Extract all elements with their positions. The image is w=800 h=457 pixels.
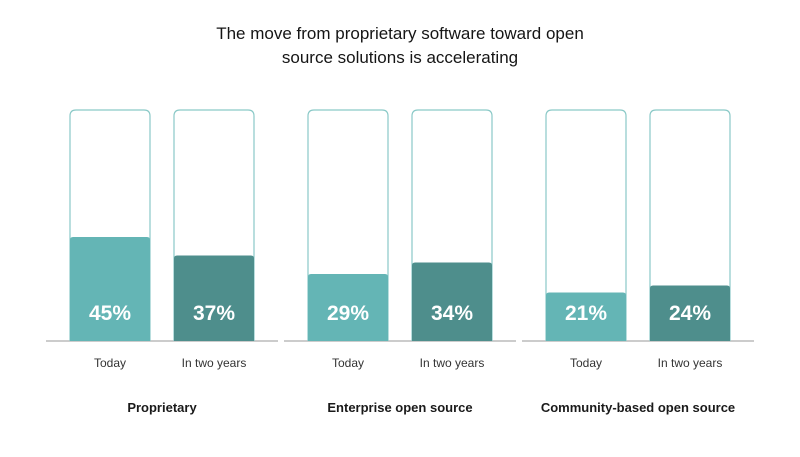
value-label: 21%: [565, 302, 607, 325]
value-label: 37%: [193, 302, 235, 325]
chart-title-line-2: source solutions is accelerating: [281, 48, 519, 67]
category-label: In two years: [182, 356, 247, 370]
bar-proprietary-1: [174, 255, 254, 341]
bar-outline: [307, 109, 389, 341]
category-label: Today: [94, 356, 126, 370]
group-label: Enterprise open source: [327, 400, 472, 415]
bar-enterprise-open-source-1: [412, 262, 492, 341]
category-label: Today: [332, 356, 364, 370]
bar-outline: [649, 109, 731, 341]
value-label: 24%: [669, 302, 711, 325]
bar-community-based-open-source-0: [546, 292, 626, 341]
value-label: 29%: [327, 302, 369, 325]
group-label: Proprietary: [127, 400, 197, 415]
bar-enterprise-open-source-0: [308, 274, 388, 341]
value-label: 34%: [431, 302, 473, 325]
bar-outline: [173, 109, 255, 341]
chart-title-line-1: The move from proprietary software towar…: [216, 24, 584, 43]
bar-outline: [411, 109, 493, 341]
category-label: In two years: [658, 356, 723, 370]
category-label: In two years: [420, 356, 485, 370]
value-label: 45%: [89, 302, 131, 325]
bar-community-based-open-source-1: [650, 285, 730, 341]
bar-proprietary-0: [70, 237, 150, 341]
chart-title: The move from proprietary software towar…: [0, 22, 800, 70]
group-label: Community-based open source: [541, 400, 735, 415]
category-label: Today: [570, 356, 602, 370]
bar-outline: [545, 109, 627, 341]
bar-outline: [69, 109, 151, 341]
